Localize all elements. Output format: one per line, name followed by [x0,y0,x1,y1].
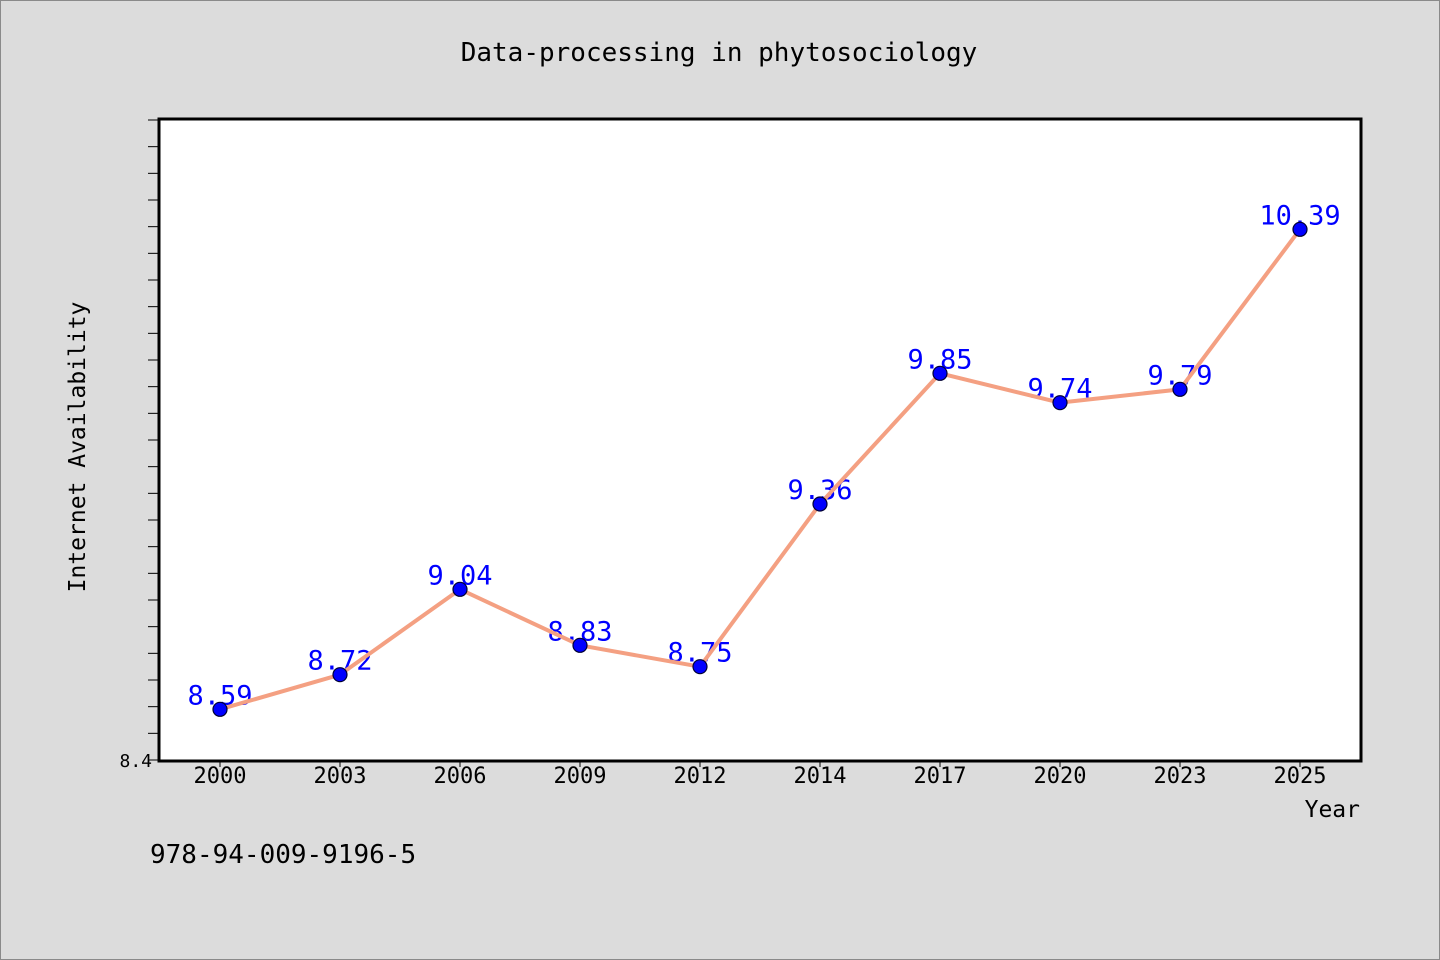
x-tick-label: 2017 [914,764,967,789]
data-point-marker [812,496,828,512]
x-tick-label: 2006 [434,764,487,789]
data-point-marker [932,365,948,381]
chart-title: Data-processing in phytosociology [461,38,978,68]
data-point-marker [1292,221,1308,237]
data-point-marker [332,667,348,683]
data-point-marker [1172,381,1188,397]
plot-area [159,119,1361,761]
y-axis-label: Internet Availability [65,302,91,593]
series-line [218,227,1302,712]
x-tick-label: 2003 [314,764,367,789]
data-point-marker [452,581,468,597]
x-tick-label: 2025 [1274,764,1327,789]
x-tick-label: 2009 [554,764,607,789]
series-lines [218,227,1302,712]
y-axis-ticks [148,119,159,761]
x-tick-label: 2020 [1034,764,1087,789]
data-point-markers [212,221,1308,717]
data-point-marker [212,701,228,717]
x-tick-label: 2012 [674,764,727,789]
y-tick-label: 8.4 [119,751,152,772]
plot-frame [157,117,1363,763]
x-tick-label: 2000 [194,764,247,789]
data-point-marker [692,659,708,675]
data-point-marker [1052,395,1068,411]
x-tick-label: 2023 [1154,764,1207,789]
x-tick-label: 2014 [794,764,847,789]
chart-annotation: 978-94-009-9196-5 [150,840,416,870]
x-axis-tick-labels: 2000 2003 2006 2009 2012 2014 2017 2020 2023 2025 [194,764,1327,789]
data-point-marker [572,637,588,653]
x-axis-label: Year [1305,797,1360,823]
